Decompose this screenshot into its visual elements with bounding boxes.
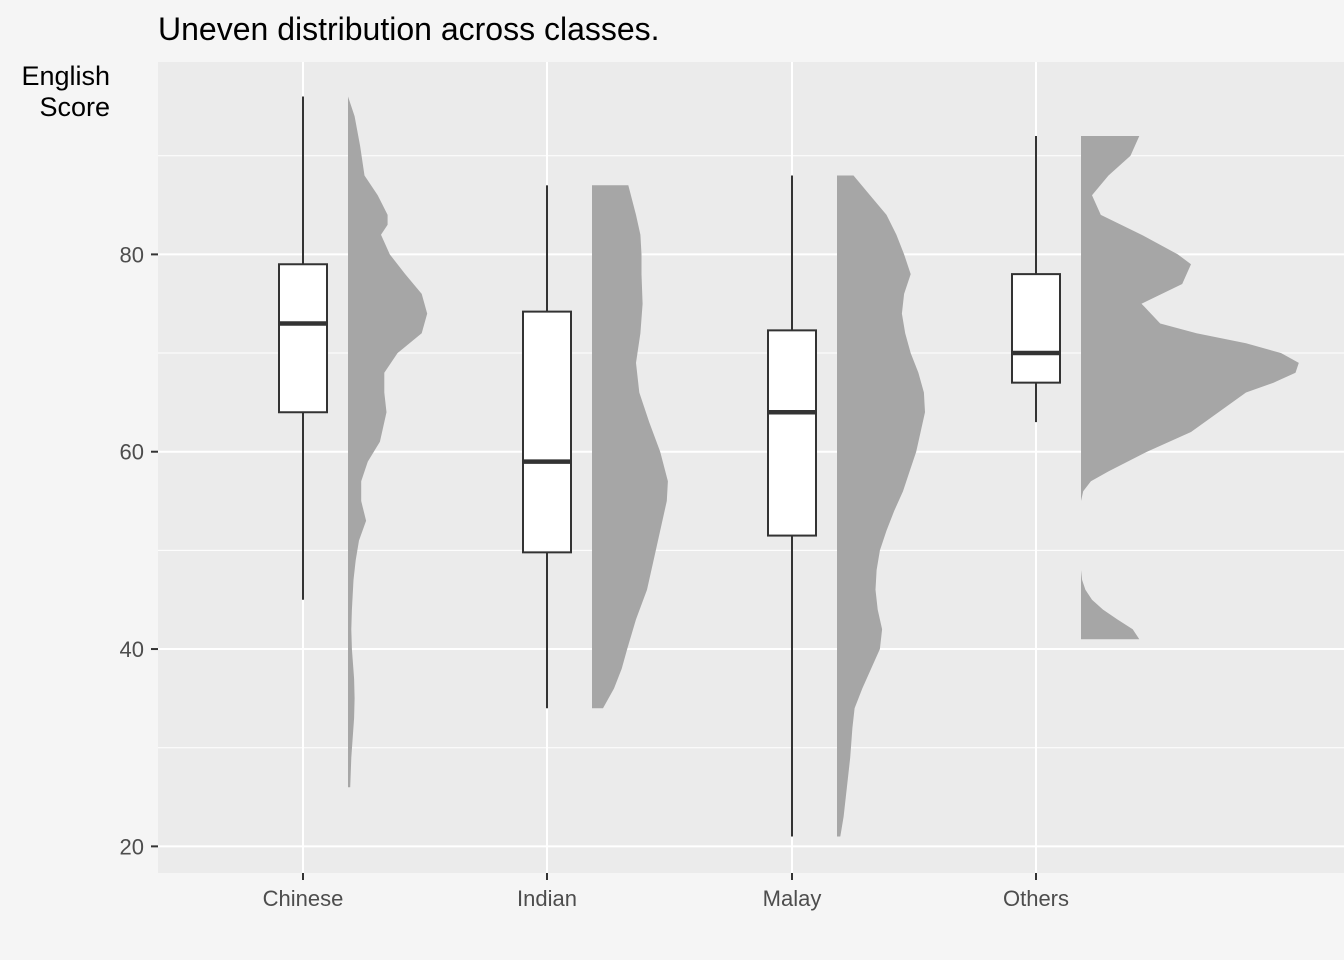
boxplots [278,96,1061,837]
density-cloud-indian-0 [592,185,668,709]
y-tick-label: 40 [120,637,144,662]
chart-title: Uneven distribution across classes. [158,11,660,47]
x-tick-label-malay: Malay [763,886,822,911]
boxplot-malay [767,175,817,837]
y-tick-label: 80 [120,242,144,267]
box-iqr [767,329,817,537]
box-iqr [278,263,328,414]
x-tick-label-others: Others [1003,886,1069,911]
density-cloud-malay-0 [837,175,925,837]
boxplot-others [1011,135,1061,423]
box-iqr [1011,273,1061,384]
density-cloud-chinese-0 [348,96,428,788]
plot-panel [158,62,1344,873]
box-iqr [522,310,572,554]
x-tick-label-indian: Indian [517,886,577,911]
y-axis-label-line-1: English [21,61,110,91]
x-tick-label-chinese: Chinese [263,886,344,911]
y-axis-label-line-2: Score [39,92,110,122]
boxplot-chinese [278,96,328,600]
y-tick-label: 20 [120,834,144,859]
density-clouds [348,96,1299,837]
density-cloud-others-0 [1081,560,1140,640]
axes: 20 40 60 80 Chinese Indian Malay Others [120,242,1070,911]
density-cloud-others-1 [1081,136,1299,501]
y-tick-label: 60 [120,440,144,465]
boxplot-indian [522,185,572,709]
